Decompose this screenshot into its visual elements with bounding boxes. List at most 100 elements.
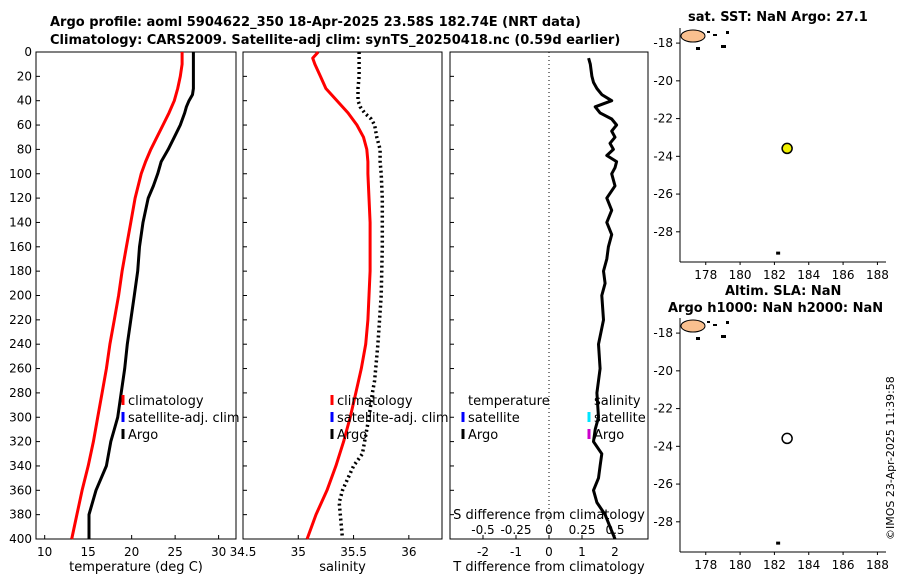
depth-tick-label: 140	[9, 215, 32, 229]
legend-label: Argo	[337, 428, 367, 443]
legend-label: satellite-adj. clim	[337, 411, 449, 426]
salinity-series-climatology	[305, 50, 372, 540]
lat-tick-label: -28	[653, 225, 673, 239]
land-islet	[696, 47, 700, 50]
depth-tick-label: 100	[9, 167, 32, 181]
depth-tick-label: 280	[9, 386, 32, 400]
lon-tick-label: 188	[866, 558, 889, 572]
float-position-marker	[781, 142, 793, 155]
temperature-series-climatology	[70, 52, 184, 540]
x-tick-label: -1	[510, 545, 522, 559]
legend-label: Argo	[594, 428, 624, 443]
lon-tick-label: 184	[797, 558, 820, 572]
figure-title-line2: Climatology: CARS2009. Satellite-adj cli…	[50, 33, 621, 48]
land-islet	[721, 45, 726, 48]
land-islet	[713, 324, 717, 326]
land-islet	[721, 335, 726, 338]
map2-title-line2: Argo h1000: NaN h2000: NaN	[668, 301, 884, 316]
depth-tick-label: 80	[17, 142, 32, 156]
x-tick-label: -2	[477, 545, 489, 559]
lat-tick-label: -24	[653, 439, 673, 453]
differences-series-t-difference-argo-climatology	[587, 57, 619, 540]
depth-tick-label: 380	[9, 508, 32, 522]
depth-tick-label: 340	[9, 459, 32, 473]
salinity-axes-box	[242, 51, 443, 540]
depth-tick-label: 60	[17, 118, 32, 132]
legend-label: satellite-adj. clim	[128, 411, 240, 426]
depth-tick-label: 200	[9, 289, 32, 303]
lon-tick-label: 178	[694, 268, 717, 282]
depth-tick-label: 360	[9, 483, 32, 497]
s-diff-tick-label: 0.25	[569, 523, 596, 537]
lat-tick-label: -24	[653, 149, 673, 163]
differences-xlabel: T difference from climatology	[452, 560, 645, 575]
lon-tick-label: 180	[729, 558, 752, 572]
legend-label: salinity	[594, 394, 641, 409]
lon-tick-label: 186	[832, 268, 855, 282]
s-diff-tick-label: -0.25	[500, 523, 531, 537]
land-islet	[707, 31, 710, 33]
map1-title: sat. SST: NaN Argo: 27.1	[688, 10, 868, 25]
x-tick-label: 34.5	[230, 545, 257, 559]
x-tick-label: 0	[545, 545, 553, 559]
land-islet	[713, 34, 717, 36]
temperature-xlabel: temperature (deg C)	[69, 560, 203, 575]
temperature-panel: 0 20 40 60 80 100 120 140 160 180 200 220 240 260 280 3…	[9, 45, 240, 575]
lat-tick-label: -18	[653, 36, 673, 50]
legend-label: temperature	[468, 394, 550, 409]
land-islet	[726, 321, 729, 324]
land-fiji	[680, 319, 706, 333]
legend-label: climatology	[337, 394, 413, 409]
lon-tick-label: 178	[694, 558, 717, 572]
differences-axes-box	[449, 51, 649, 540]
lon-tick-label: 188	[866, 268, 889, 282]
depth-tick-label: 160	[9, 240, 32, 254]
lat-tick-label: -26	[653, 187, 673, 201]
depth-tick-label: 300	[9, 410, 32, 424]
land-islet	[696, 337, 700, 340]
map_sst-panel: -18 -20 -22 -24 -26 -28 178 180 182 184 186 188	[653, 28, 889, 282]
legend-label: Argo	[468, 428, 498, 443]
depth-tick-label: 240	[9, 337, 32, 351]
salinity-xlabel: salinity	[319, 560, 366, 575]
lat-tick-label: -28	[653, 515, 673, 529]
temperature-axes-box	[35, 51, 237, 540]
depth-tick-label: 20	[17, 69, 32, 83]
temperature-series-argo	[87, 52, 195, 539]
x-tick-label: 35.5	[340, 545, 367, 559]
x-tick-label: 15	[81, 545, 96, 559]
legend-label: Argo	[128, 428, 158, 443]
land-islet	[726, 31, 729, 34]
depth-tick-label: 180	[9, 264, 32, 278]
map2-title-line1: Altim. SLA: NaN	[725, 284, 842, 299]
lon-tick-label: 182	[763, 558, 786, 572]
lat-tick-label: -20	[653, 364, 673, 378]
depth-tick-label: 320	[9, 435, 32, 449]
x-tick-label: 35	[291, 545, 306, 559]
depth-tick-label: 400	[9, 532, 32, 546]
salinity-panel: 34.5 35 35.5 36 salinity climatology satellite…	[230, 50, 449, 575]
depth-tick-label: 120	[9, 191, 32, 205]
float-position-marker	[781, 432, 793, 445]
land-islet	[707, 321, 710, 323]
land-fiji	[680, 29, 706, 43]
x-tick-label: 10	[37, 545, 52, 559]
x-tick-label: 20	[124, 545, 139, 559]
depth-tick-label: 40	[17, 94, 32, 108]
land-islet-south	[776, 251, 781, 255]
x-tick-label: 25	[167, 545, 182, 559]
s-diff-tick-label: 0.5	[605, 523, 624, 537]
lon-tick-label: 184	[797, 268, 820, 282]
land-islet-south	[776, 541, 781, 545]
legend-label: satellite	[468, 411, 520, 426]
map_sla-panel: -18 -20 -22 -24 -26 -28 178 180 182 184 186 188	[653, 318, 889, 572]
x-tick-label: 30	[211, 545, 226, 559]
s-diff-tick-label: -0.5	[471, 523, 494, 537]
lat-tick-label: -18	[653, 326, 673, 340]
lat-tick-label: -22	[653, 402, 673, 416]
salinity-difference-label: S difference from climatology	[453, 508, 645, 523]
s-diff-tick-label: 0	[545, 523, 553, 537]
x-tick-label: 1	[578, 545, 586, 559]
lon-tick-label: 182	[763, 268, 786, 282]
